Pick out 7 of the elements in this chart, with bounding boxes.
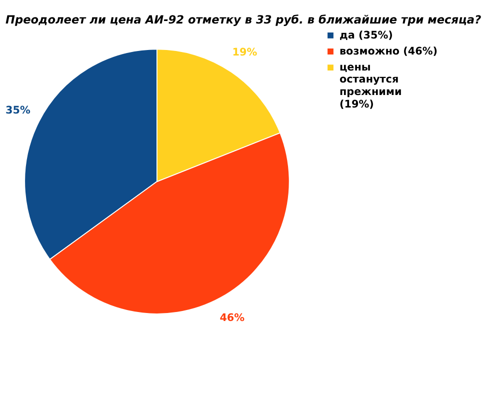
data-label: 46%	[220, 312, 246, 324]
chart-title: Преодолеет ли цена АИ-92 отметку в 33 руб. в ближайшие три месяца?	[6, 12, 482, 27]
legend-label: возможно (46%)	[339, 45, 438, 58]
data-label: 19%	[232, 46, 258, 58]
data-label: 35%	[6, 104, 31, 117]
legend-label: да (35%)	[339, 29, 393, 42]
legend-label: цены останутся прежними (19%)	[339, 61, 402, 110]
